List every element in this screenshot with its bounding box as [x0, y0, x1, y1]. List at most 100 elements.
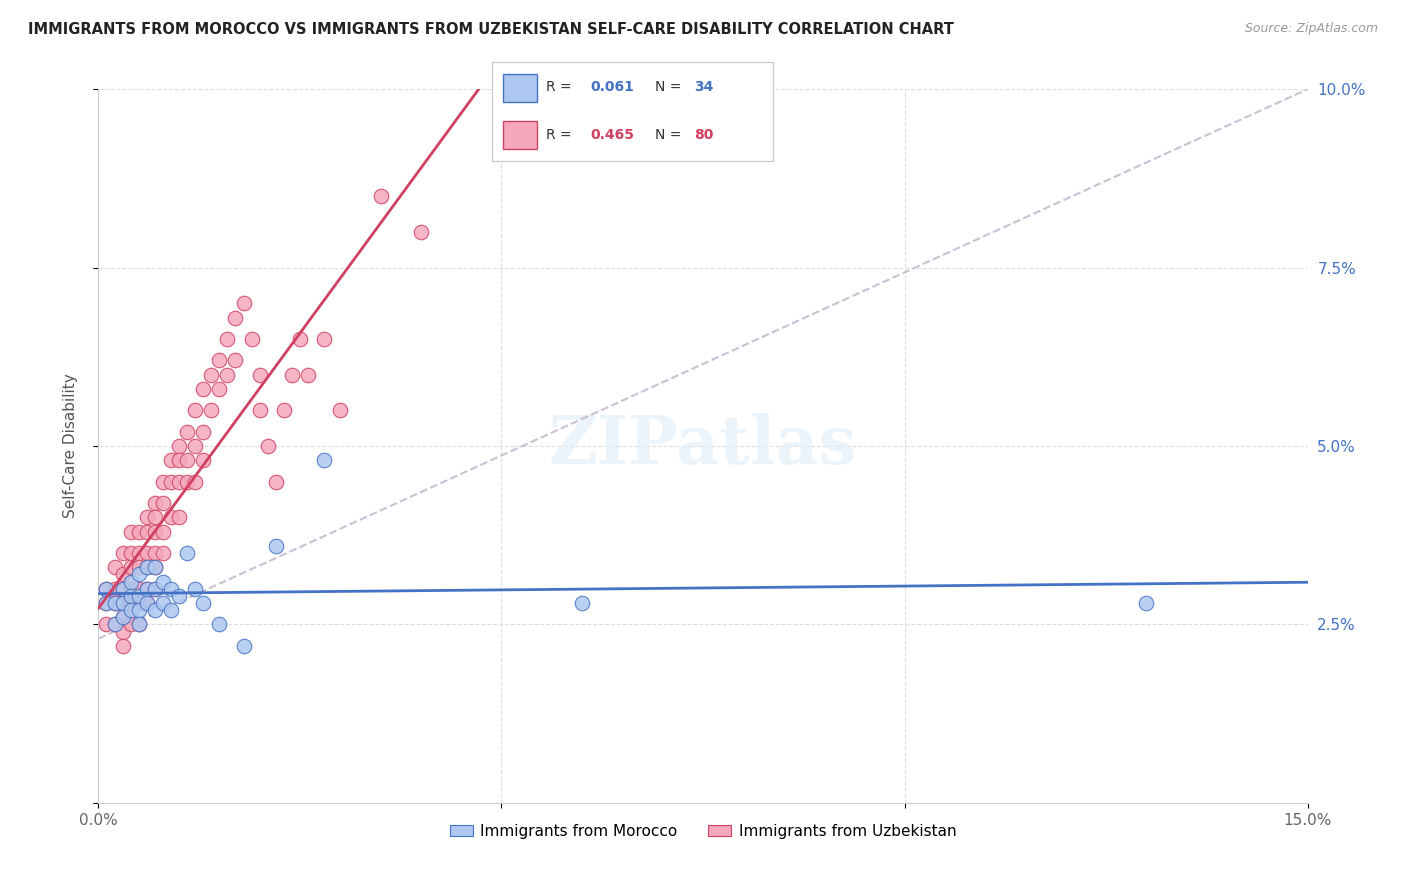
Point: [152, 546, 174, 560]
Point: [111, 596, 134, 610]
Point: [249, 368, 271, 382]
Point: [184, 582, 207, 596]
FancyBboxPatch shape: [503, 74, 537, 102]
Point: [193, 382, 215, 396]
Point: [193, 425, 215, 439]
Legend: Immigrants from Morocco, Immigrants from Uzbekistan: Immigrants from Morocco, Immigrants from…: [444, 818, 962, 845]
Point: [120, 560, 142, 574]
Text: N =: N =: [655, 128, 686, 142]
Text: 34: 34: [695, 80, 714, 95]
Point: [273, 403, 295, 417]
Point: [224, 310, 246, 325]
Point: [135, 560, 157, 574]
Point: [135, 560, 157, 574]
Text: Source: ZipAtlas.com: Source: ZipAtlas.com: [1244, 22, 1378, 36]
Point: [128, 560, 150, 574]
Point: [193, 596, 215, 610]
Point: [111, 582, 134, 596]
Point: [143, 510, 166, 524]
Point: [167, 439, 190, 453]
Point: [128, 567, 150, 582]
Point: [128, 617, 150, 632]
Point: [184, 475, 207, 489]
Point: [120, 603, 142, 617]
Point: [409, 225, 432, 239]
Point: [111, 546, 134, 560]
Point: [152, 596, 174, 610]
Point: [128, 596, 150, 610]
Point: [176, 453, 198, 467]
Point: [111, 624, 134, 639]
Point: [120, 574, 142, 589]
Text: R =: R =: [546, 128, 575, 142]
Point: [232, 639, 254, 653]
Point: [143, 582, 166, 596]
Point: [314, 332, 336, 346]
Point: [176, 546, 198, 560]
Point: [264, 475, 287, 489]
Point: [103, 596, 125, 610]
Point: [143, 496, 166, 510]
Point: [184, 403, 207, 417]
Point: [111, 582, 134, 596]
Point: [135, 510, 157, 524]
Point: [184, 439, 207, 453]
Point: [167, 589, 190, 603]
Point: [120, 524, 142, 539]
Point: [143, 546, 166, 560]
Point: [571, 596, 593, 610]
Point: [208, 382, 231, 396]
Point: [217, 368, 239, 382]
Point: [128, 582, 150, 596]
Point: [160, 603, 183, 617]
Point: [167, 510, 190, 524]
Point: [193, 453, 215, 467]
Point: [96, 617, 118, 632]
Point: [160, 582, 183, 596]
Point: [1135, 596, 1157, 610]
Point: [111, 610, 134, 624]
Point: [120, 546, 142, 560]
Point: [96, 596, 118, 610]
Point: [128, 546, 150, 560]
Text: ZIPatlas: ZIPatlas: [548, 414, 858, 478]
Point: [208, 353, 231, 368]
FancyBboxPatch shape: [492, 62, 773, 161]
Point: [96, 582, 118, 596]
Point: [208, 617, 231, 632]
Point: [103, 617, 125, 632]
Text: IMMIGRANTS FROM MOROCCO VS IMMIGRANTS FROM UZBEKISTAN SELF-CARE DISABILITY CORRE: IMMIGRANTS FROM MOROCCO VS IMMIGRANTS FR…: [28, 22, 955, 37]
Point: [264, 539, 287, 553]
Point: [288, 332, 311, 346]
Point: [160, 510, 183, 524]
Point: [152, 574, 174, 589]
Point: [240, 332, 263, 346]
Point: [176, 425, 198, 439]
FancyBboxPatch shape: [503, 121, 537, 149]
Point: [96, 596, 118, 610]
Y-axis label: Self-Care Disability: Self-Care Disability: [63, 374, 77, 518]
Point: [111, 639, 134, 653]
Text: N =: N =: [655, 80, 686, 95]
Point: [200, 368, 222, 382]
Point: [135, 524, 157, 539]
Text: 80: 80: [695, 128, 714, 142]
Point: [152, 524, 174, 539]
Point: [128, 617, 150, 632]
Point: [167, 475, 190, 489]
Point: [120, 617, 142, 632]
Point: [217, 332, 239, 346]
Point: [135, 582, 157, 596]
Point: [167, 453, 190, 467]
Point: [111, 610, 134, 624]
Point: [143, 603, 166, 617]
Point: [176, 475, 198, 489]
Point: [232, 296, 254, 310]
Point: [120, 582, 142, 596]
Point: [143, 524, 166, 539]
Point: [111, 596, 134, 610]
Point: [370, 189, 392, 203]
Point: [143, 560, 166, 574]
Point: [128, 589, 150, 603]
Point: [135, 596, 157, 610]
